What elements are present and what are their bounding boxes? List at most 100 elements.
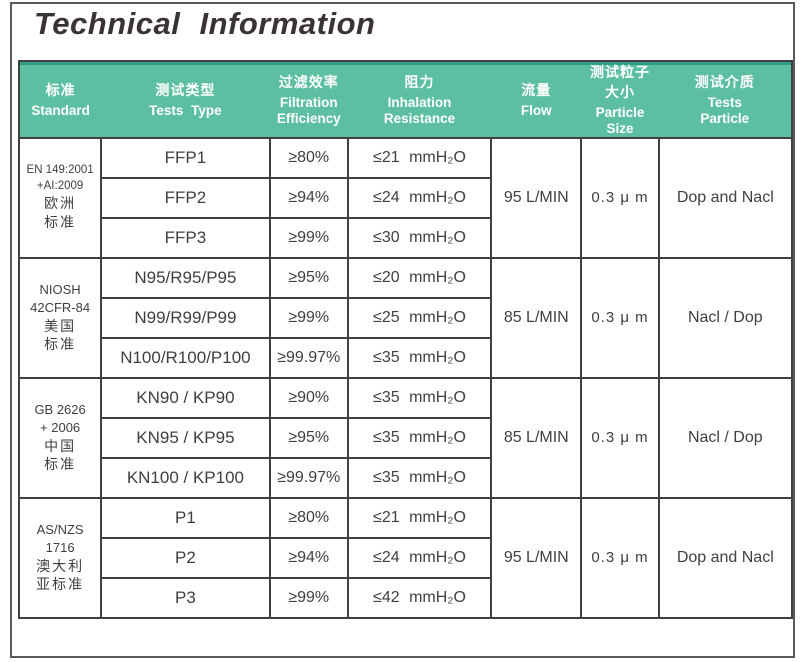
- header-standard: 标准 Standard: [19, 61, 102, 138]
- resistance-cell: ≤25 mmH₂O: [346, 296, 493, 339]
- efficiency-cell: ≥99%: [268, 216, 349, 259]
- efficiency-cell: ≥94%: [268, 176, 349, 219]
- table-row: FFP2 ≥94% ≤24 mmH₂O: [19, 176, 792, 219]
- table-row: KN95 / KP95 ≥95% ≤35 mmH₂O: [19, 416, 792, 459]
- header-flow: 流量 Flow: [491, 61, 582, 138]
- standard-zh-line: 标准: [44, 214, 77, 231]
- test-type-cell: N95/R95/P95: [100, 256, 271, 299]
- standard-zh-line: 中国: [44, 437, 77, 454]
- test-type-cell: P2: [100, 536, 271, 579]
- table-row: KN100 / KP100 ≥99.97% ≤35 mmH₂O: [19, 456, 792, 499]
- header-resistance-zh: 阻力: [404, 74, 435, 90]
- standard-cell-asnzs: AS/NZS 1716 澳大利 亚标准: [17, 496, 103, 619]
- efficiency-cell: ≥99%: [268, 576, 349, 619]
- efficiency-cell: ≥80%: [268, 496, 349, 539]
- header-standard-zh: 标准: [45, 81, 76, 98]
- particle-size-cell: 0.3 μ m: [580, 376, 660, 499]
- test-particle-cell: Dop and Nacl: [657, 496, 794, 619]
- header-particle-size-en: Particle: [595, 105, 645, 120]
- efficiency-cell: ≥90%: [268, 376, 349, 419]
- efficiency-cell: ≥95%: [268, 416, 349, 459]
- resistance-cell: ≤20 mmH₂O: [346, 256, 493, 299]
- standard-cell-en149: EN 149:2001 +AI:2009 欧洲 标准: [17, 136, 103, 259]
- header-flow-zh: 流量: [521, 81, 552, 98]
- efficiency-cell: ≥80%: [268, 136, 349, 179]
- standard-cell-gb2626: GB 2626 + 2006 中国 标准: [17, 376, 103, 499]
- header-flow-en: Flow: [520, 102, 552, 118]
- header-tests-type: 测试类型 Tests Type: [101, 61, 270, 138]
- table-header-row: 标准 Standard 测试类型 Tests Type 过滤效率 Filtrat…: [19, 61, 792, 138]
- table-row: N100/R100/P100 ≥99.97% ≤35 mmH₂O: [19, 336, 792, 379]
- particle-size-cell: 0.3 μ m: [580, 136, 660, 259]
- efficiency-cell: ≥99.97%: [268, 336, 349, 379]
- standard-zh-line: 标准: [44, 456, 77, 473]
- test-type-cell: N99/R99/P99: [100, 296, 271, 339]
- page-title: Technical Information: [34, 6, 376, 41]
- standard-cell-niosh: NIOSH 42CFR-84 美国 标准: [17, 256, 103, 379]
- technical-info-table: 标准 Standard 测试类型 Tests Type 过滤效率 Filtrat…: [17, 60, 794, 619]
- table-row: N99/R99/P99 ≥99% ≤25 mmH₂O: [19, 296, 792, 339]
- resistance-cell: ≤21 mmH₂O: [346, 136, 493, 179]
- header-filtration-efficiency: 过滤效率 Filtration Efficiency: [269, 61, 348, 138]
- standard-zh-line: 澳大利: [36, 557, 85, 574]
- header-filtration-en: Filtration: [279, 95, 338, 110]
- standard-code-line: + 2006: [40, 419, 81, 435]
- header-tests-particle-zh: 测试介质: [694, 74, 755, 90]
- test-type-cell: KN90 / KP90: [100, 376, 271, 419]
- table-row: FFP3 ≥99% ≤30 mmH₂O: [19, 216, 792, 259]
- test-type-cell: FFP3: [100, 216, 271, 259]
- header-resistance-en: Inhalation: [387, 95, 452, 110]
- test-type-cell: P3: [100, 576, 271, 619]
- header-tests-particle: 测试介质 Tests Particle: [658, 61, 792, 138]
- standard-zh-line: 亚标准: [36, 576, 85, 593]
- header-filtration-en2: Efficiency: [276, 110, 341, 126]
- test-type-cell: P1: [100, 496, 271, 539]
- table-row: GB 2626 + 2006 中国 标准 KN90 / KP90 ≥90% ≤3…: [17, 376, 794, 499]
- particle-size-cell: 0.3 μ m: [580, 496, 660, 619]
- test-type-cell: KN100 / KP100: [100, 456, 271, 499]
- resistance-cell: ≤21 mmH₂O: [346, 496, 493, 539]
- standard-code-line: 42CFR-84: [30, 299, 91, 315]
- standard-zh-line: 欧洲: [44, 195, 77, 212]
- resistance-cell: ≤30 mmH₂O: [346, 216, 493, 259]
- header-particle-size-en2: Size: [606, 120, 634, 136]
- table-row: P3 ≥99% ≤42 mmH₂O: [19, 576, 792, 619]
- particle-size-cell: 0.3 μ m: [580, 256, 660, 379]
- standard-code-line: AS/NZS: [36, 522, 84, 538]
- efficiency-cell: ≥99.97%: [268, 456, 349, 499]
- standard-code-line: EN 149:2001: [26, 164, 94, 177]
- header-filtration-zh: 过滤效率: [278, 74, 339, 90]
- efficiency-cell: ≥99%: [268, 296, 349, 339]
- header-particle-size: 测试粒子大小 Particle Size: [581, 61, 659, 138]
- header-tests-type-en: Tests Type: [149, 102, 222, 118]
- test-particle-cell: Nacl / Dop: [657, 376, 794, 499]
- test-type-cell: FFP2: [100, 176, 271, 219]
- resistance-cell: ≤24 mmH₂O: [346, 536, 493, 579]
- efficiency-cell: ≥94%: [268, 536, 349, 579]
- table-row: P2 ≥94% ≤24 mmH₂O: [19, 536, 792, 579]
- flow-cell: 85 L/MIN: [490, 376, 583, 499]
- standard-code-line: GB 2626: [34, 402, 86, 418]
- resistance-cell: ≤35 mmH₂O: [346, 376, 493, 419]
- header-tests-particle-en: Tests: [707, 95, 742, 110]
- standard-zh-line: 美国: [44, 317, 77, 334]
- resistance-cell: ≤35 mmH₂O: [346, 416, 493, 459]
- flow-cell: 85 L/MIN: [490, 256, 583, 379]
- table-row: EN 149:2001 +AI:2009 欧洲 标准 FFP1 ≥80% ≤21…: [17, 136, 794, 259]
- test-particle-cell: Dop and Nacl: [657, 136, 794, 259]
- header-resistance-en2: Resistance: [383, 110, 456, 126]
- table-row: AS/NZS 1716 澳大利 亚标准 P1 ≥80% ≤21 mmH₂O 95…: [17, 496, 794, 619]
- header-tests-particle-en2: Particle: [700, 110, 750, 126]
- flow-cell: 95 L/MIN: [490, 136, 583, 259]
- table-row: NIOSH 42CFR-84 美国 标准 N95/R95/P95 ≥95% ≤2…: [17, 256, 794, 379]
- flow-cell: 95 L/MIN: [490, 496, 583, 619]
- efficiency-cell: ≥95%: [268, 256, 349, 299]
- standard-zh-line: 标准: [44, 336, 77, 353]
- test-particle-cell: Nacl / Dop: [657, 256, 794, 379]
- standard-code-line: 1716: [45, 539, 75, 555]
- standard-code-line: NIOSH: [39, 282, 81, 298]
- test-type-cell: KN95 / KP95: [100, 416, 271, 459]
- resistance-cell: ≤42 mmH₂O: [346, 576, 493, 619]
- test-type-cell: FFP1: [100, 136, 271, 179]
- standard-code-line: +AI:2009: [36, 179, 84, 192]
